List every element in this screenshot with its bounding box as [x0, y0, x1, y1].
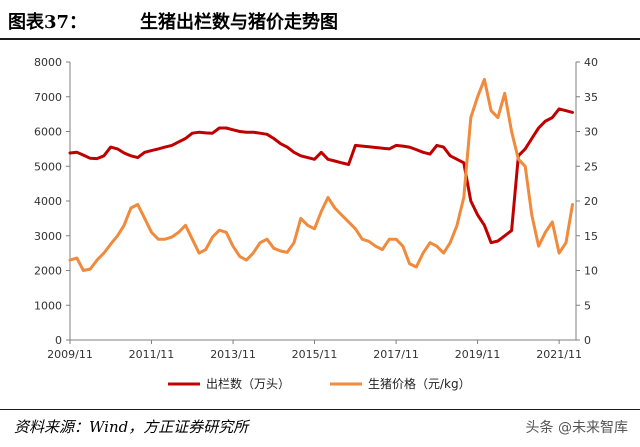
y-right-tick-label: 20	[584, 195, 598, 208]
x-tick-label: 2021/11	[536, 348, 582, 361]
watermark: 头条 @未来智库	[525, 420, 628, 436]
y-right-tick-label: 10	[584, 265, 598, 278]
figure-source: 资料来源：Wind，方正证券研究所	[14, 418, 249, 436]
x-tick-label: 2017/11	[373, 348, 419, 361]
y-right-tick-label: 35	[584, 91, 598, 104]
figure-number: 图表37：	[8, 12, 88, 33]
y-right-tick-label: 25	[584, 160, 598, 173]
y-left-tick-label: 5000	[34, 160, 62, 173]
y-right-tick-label: 15	[584, 230, 598, 243]
y-left-tick-label: 3000	[34, 230, 62, 243]
y-left-tick-label: 7000	[34, 91, 62, 104]
x-tick-label: 2019/11	[455, 348, 501, 361]
y-right-tick-label: 5	[584, 299, 591, 312]
y-right-tick-label: 30	[584, 126, 598, 139]
series-line-output	[68, 107, 574, 245]
y-left-tick-label: 4000	[34, 195, 62, 208]
y-left-tick-label: 8000	[34, 56, 62, 69]
x-tick-label: 2015/11	[292, 348, 338, 361]
series-line-price	[68, 77, 574, 272]
y-left-tick-label: 1000	[34, 299, 62, 312]
y-right-tick-label: 0	[584, 334, 591, 347]
legend-label: 出栏数（万头）	[206, 376, 290, 391]
header-rule	[0, 38, 640, 40]
y-right-tick-label: 40	[584, 56, 598, 69]
figure-title: 生猪出栏数与猪价走势图	[140, 12, 338, 33]
y-left-tick-label: 2000	[34, 265, 62, 278]
legend-label: 生猪价格（元/kg）	[368, 376, 471, 391]
y-left-tick-label: 6000	[34, 126, 62, 139]
footer-rule	[0, 409, 640, 410]
figure-header: 图表37： 生猪出栏数与猪价走势图	[0, 0, 640, 40]
dual-axis-line-chart: 0 1000 2000 3000 4000 5000 6000 7000 8000 0 5 10 15 2…	[34, 56, 598, 391]
x-tick-label: 2013/11	[210, 348, 256, 361]
x-tick-label: 2009/11	[47, 348, 93, 361]
y-left-tick-label: 0	[55, 334, 62, 347]
x-tick-label: 2011/11	[129, 348, 175, 361]
